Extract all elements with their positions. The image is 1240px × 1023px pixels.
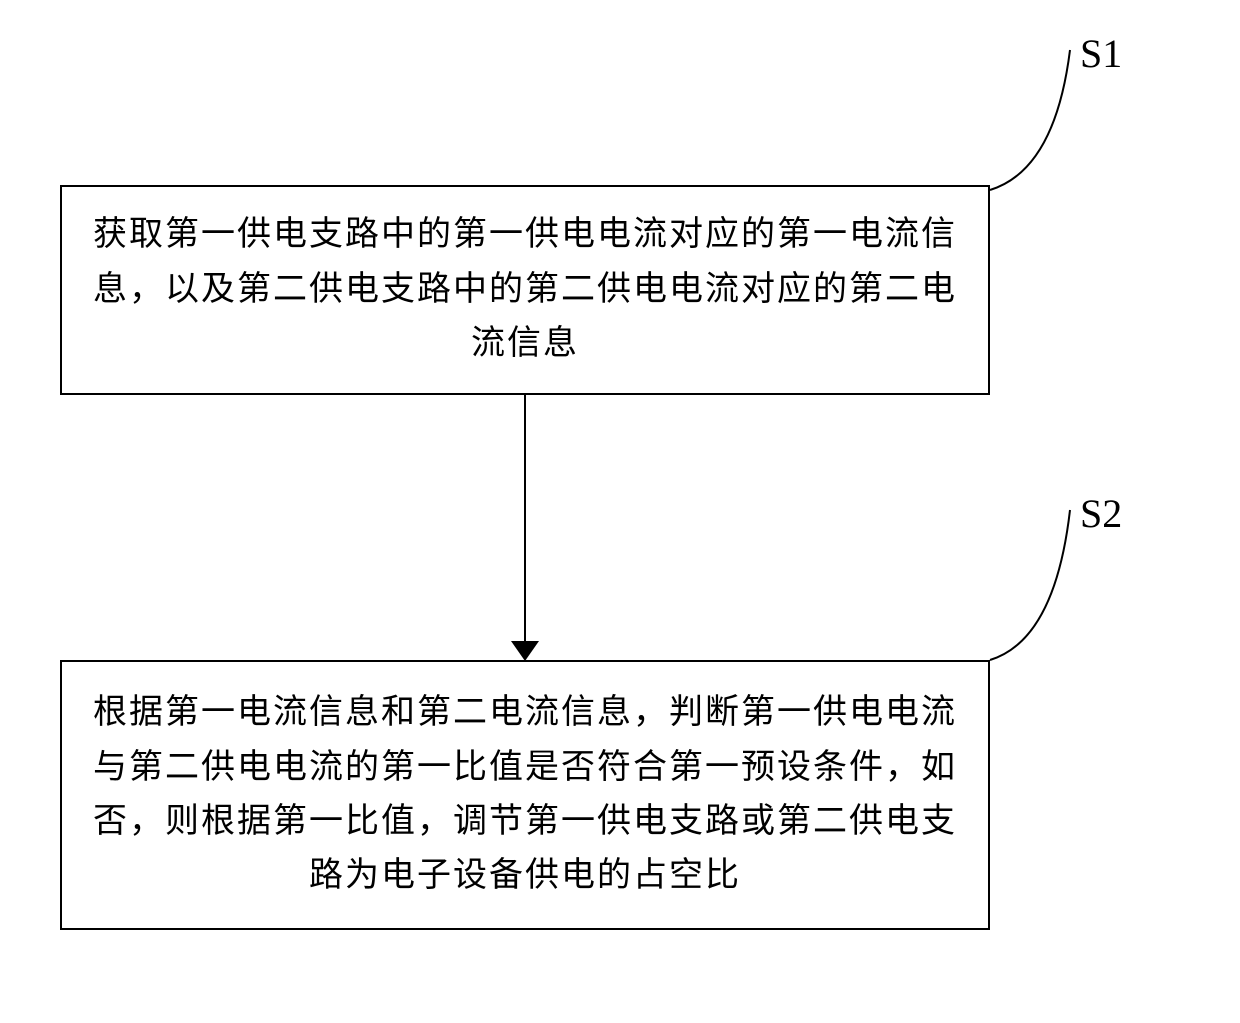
step-text-s1: 获取第一供电支路中的第一供电电流对应的第一电流信息，以及第二供电支路中的第二供电… [92,208,958,371]
arrow-head-icon [511,641,539,661]
arrow-line [524,395,526,645]
step-box-s2: 根据第一电流信息和第二电流信息，判断第一供电电流与第二供电电流的第一比值是否符合… [60,660,990,930]
curve-s1 [985,40,1095,200]
step-box-s1: 获取第一供电支路中的第一供电电流对应的第一电流信息，以及第二供电支路中的第二供电… [60,185,990,395]
flowchart-container: 获取第一供电支路中的第一供电电流对应的第一电流信息，以及第二供电支路中的第二供电… [0,0,1240,1023]
curve-s2 [985,500,1095,670]
step-text-s2: 根据第一电流信息和第二电流信息，判断第一供电电流与第二供电电流的第一比值是否符合… [92,686,958,904]
